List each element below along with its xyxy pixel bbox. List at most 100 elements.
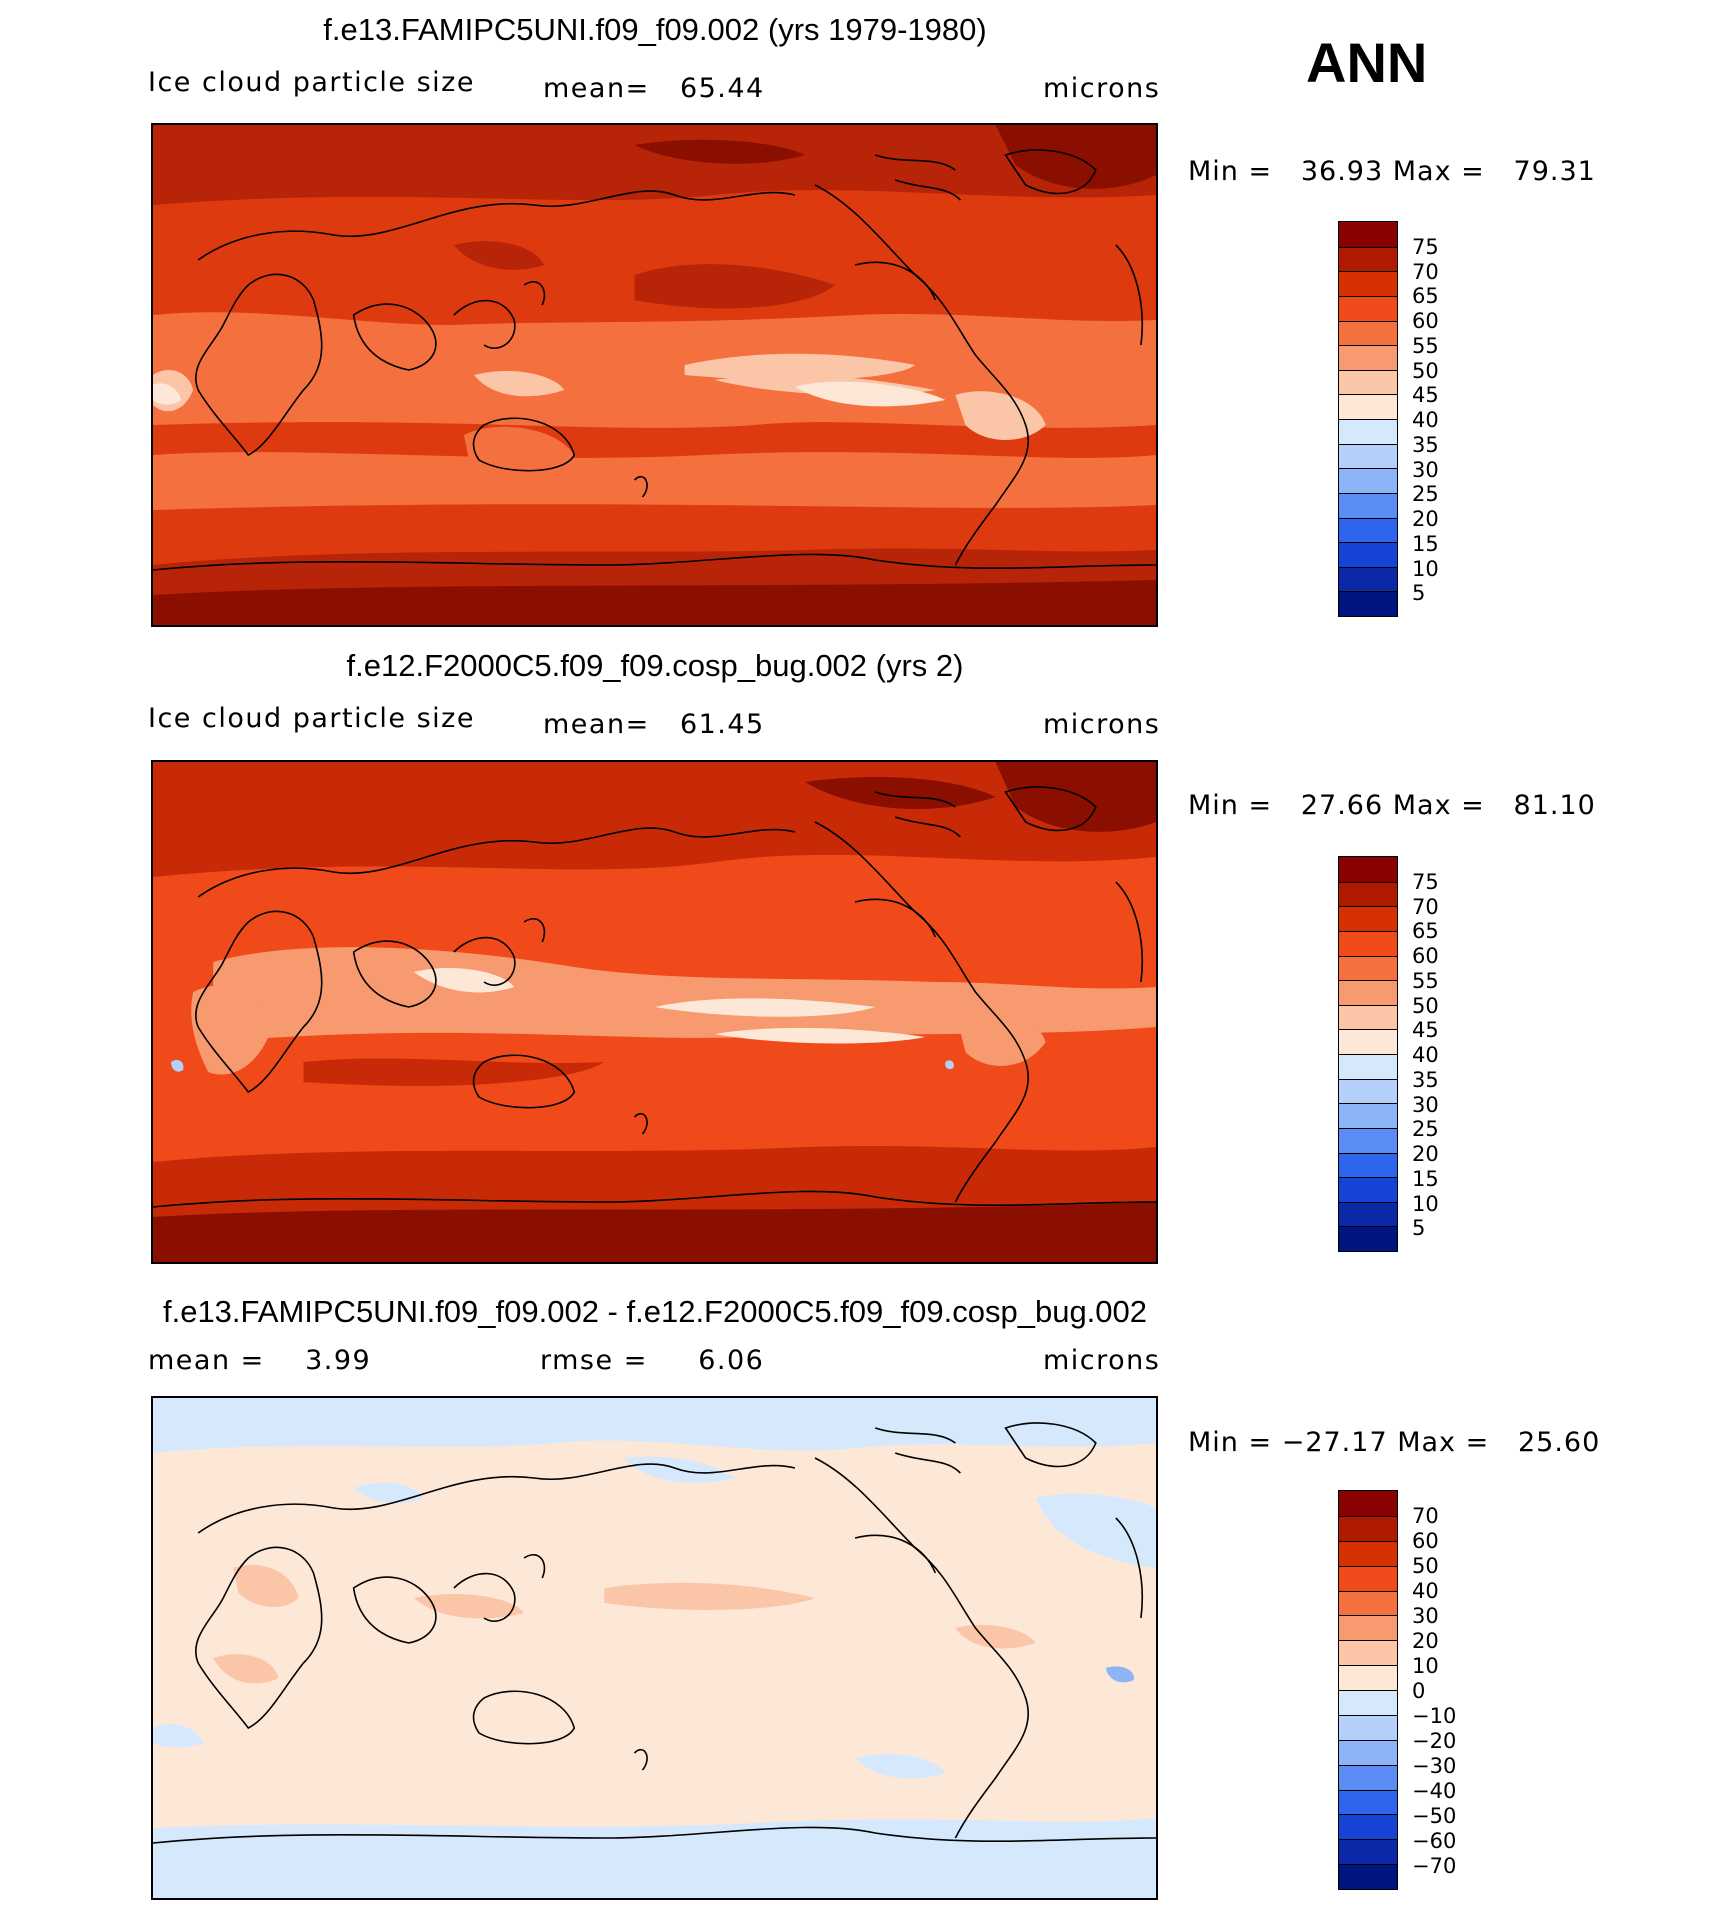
colorbar-tick-label: 60 xyxy=(1412,944,1439,968)
colorbar-tick-label: 70 xyxy=(1412,259,1439,284)
colorbar-swatch xyxy=(1339,517,1397,543)
colorbar-swatch xyxy=(1339,1054,1397,1079)
colorbar-tick-label: 30 xyxy=(1412,1604,1439,1628)
panel1-title: f.e13.FAMIPC5UNI.f09_f09.002 (yrs 1979-1… xyxy=(323,12,987,47)
colorbar-tick-label: −30 xyxy=(1412,1754,1457,1778)
colorbar-tick-label: 15 xyxy=(1412,531,1439,556)
colorbar-tick-label: 25 xyxy=(1412,1117,1439,1142)
colorbar-tick-label: 60 xyxy=(1412,1529,1439,1553)
panel1-variable-label: Ice cloud particle size xyxy=(148,67,475,98)
colorbar-swatch xyxy=(1339,1665,1397,1690)
colorbar-swatch xyxy=(1339,1714,1397,1740)
colorbar-swatch xyxy=(1339,345,1397,370)
colorbar-swatch xyxy=(1339,1127,1397,1153)
colorbar-swatch xyxy=(1339,222,1397,247)
panel1-mean-label: mean= 65.44 xyxy=(543,73,765,104)
colorbar-swatch xyxy=(1339,566,1397,592)
colorbar-swatch xyxy=(1339,295,1397,321)
panel1-minmax: Min = 36.93 Max = 79.31 xyxy=(1188,156,1596,187)
colorbar-swatch xyxy=(1339,857,1397,882)
panel3-colorbar xyxy=(1338,1490,1398,1890)
colorbar-swatch xyxy=(1339,542,1397,567)
colorbar-tick-label: 65 xyxy=(1412,919,1439,944)
panel3-units-label: microns xyxy=(1043,1345,1161,1376)
colorbar-tick-label: 0 xyxy=(1412,1679,1426,1703)
colorbar-tick-label: 70 xyxy=(1412,1504,1439,1528)
panel3-rmse-label: rmse = 6.06 xyxy=(540,1345,765,1376)
panel1-map xyxy=(151,123,1158,627)
colorbar-swatch xyxy=(1339,1103,1397,1128)
colorbar-swatch xyxy=(1339,1201,1397,1227)
colorbar-swatch xyxy=(1339,906,1397,931)
colorbar-swatch xyxy=(1339,1839,1397,1865)
colorbar-swatch xyxy=(1339,1615,1397,1641)
panel1-colorbar xyxy=(1338,221,1398,617)
colorbar-tick-label: 20 xyxy=(1412,507,1439,531)
panel2-title: f.e12.F2000C5.f09_f09.cosp_bug.002 (yrs … xyxy=(346,648,964,683)
colorbar-swatch xyxy=(1339,468,1397,493)
colorbar-swatch xyxy=(1339,1739,1397,1765)
colorbar-swatch xyxy=(1339,320,1397,346)
colorbar-swatch xyxy=(1339,1540,1397,1566)
colorbar-tick-label: 10 xyxy=(1412,1654,1439,1678)
panel3-map xyxy=(151,1396,1158,1900)
colorbar-swatch xyxy=(1339,1640,1397,1666)
colorbar-swatch xyxy=(1339,1590,1397,1616)
panel2-minmax: Min = 27.66 Max = 81.10 xyxy=(1188,790,1596,821)
colorbar-tick-label: −10 xyxy=(1412,1704,1457,1728)
colorbar-swatch xyxy=(1339,1565,1397,1591)
colorbar-swatch xyxy=(1339,1029,1397,1054)
colorbar-swatch xyxy=(1339,1690,1397,1715)
colorbar-tick-label: 40 xyxy=(1412,1043,1439,1067)
colorbar-tick-label: 75 xyxy=(1412,869,1439,894)
colorbar-tick-label: 30 xyxy=(1412,1092,1439,1117)
colorbar-tick-label: 10 xyxy=(1412,556,1439,581)
colorbar-swatch xyxy=(1339,1491,1397,1516)
colorbar-swatch xyxy=(1339,1515,1397,1541)
panel2-colorbar xyxy=(1338,856,1398,1252)
panel3-minmax: Min = −27.17 Max = 25.60 xyxy=(1188,1427,1601,1458)
colorbar-tick-label: −20 xyxy=(1412,1729,1457,1753)
colorbar-tick-label: −70 xyxy=(1412,1854,1457,1878)
colorbar-swatch xyxy=(1339,271,1397,296)
colorbar-swatch xyxy=(1339,1864,1397,1889)
colorbar-swatch xyxy=(1339,980,1397,1005)
colorbar-swatch xyxy=(1339,1814,1397,1840)
colorbar-tick-label: 45 xyxy=(1412,1018,1439,1043)
colorbar-swatch xyxy=(1339,1078,1397,1104)
colorbar-tick-label: 70 xyxy=(1412,894,1439,919)
colorbar-swatch xyxy=(1339,881,1397,907)
colorbar-swatch xyxy=(1339,1789,1397,1815)
panel2-units-label: microns xyxy=(1043,709,1161,740)
colorbar-tick-label: 65 xyxy=(1412,284,1439,309)
colorbar-swatch xyxy=(1339,1152,1397,1178)
colorbar-tick-label: 20 xyxy=(1412,1629,1439,1653)
colorbar-swatch xyxy=(1339,930,1397,956)
panel3-title: f.e13.FAMIPC5UNI.f09_f09.002 - f.e12.F20… xyxy=(162,1294,1148,1329)
colorbar-tick-label: 55 xyxy=(1412,333,1439,358)
colorbar-swatch xyxy=(1339,1004,1397,1030)
colorbar-swatch xyxy=(1339,394,1397,419)
colorbar-tick-label: 50 xyxy=(1412,1554,1439,1578)
colorbar-swatch xyxy=(1339,591,1397,616)
colorbar-swatch xyxy=(1339,1226,1397,1251)
colorbar-tick-label: 50 xyxy=(1412,358,1439,383)
colorbar-tick-label: 60 xyxy=(1412,309,1439,333)
colorbar-tick-label: 30 xyxy=(1412,457,1439,482)
colorbar-tick-label: 5 xyxy=(1412,581,1426,606)
panel2-mean-label: mean= 61.45 xyxy=(543,709,765,740)
colorbar-tick-label: −40 xyxy=(1412,1779,1457,1803)
colorbar-swatch xyxy=(1339,419,1397,444)
colorbar-tick-label: 35 xyxy=(1412,432,1439,457)
colorbar-swatch xyxy=(1339,246,1397,272)
colorbar-tick-label: 75 xyxy=(1412,234,1439,259)
colorbar-tick-label: 10 xyxy=(1412,1191,1439,1216)
season-label: ANN xyxy=(1306,31,1428,94)
colorbar-tick-label: 20 xyxy=(1412,1142,1439,1166)
panel1-units-label: microns xyxy=(1043,73,1161,104)
panel2-map xyxy=(151,760,1158,1264)
colorbar-swatch xyxy=(1339,955,1397,981)
colorbar-tick-label: 50 xyxy=(1412,993,1439,1018)
colorbar-swatch xyxy=(1339,1177,1397,1202)
panel2-variable-label: Ice cloud particle size xyxy=(148,703,475,734)
